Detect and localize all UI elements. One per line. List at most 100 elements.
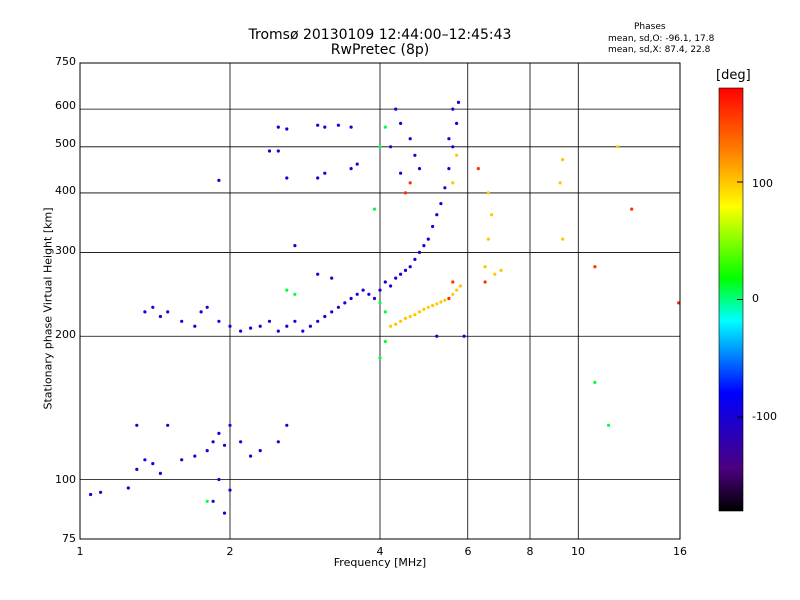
data-point bbox=[166, 310, 170, 314]
data-point bbox=[383, 125, 387, 129]
data-point bbox=[593, 380, 597, 384]
data-point bbox=[455, 153, 459, 157]
data-point bbox=[316, 272, 320, 276]
data-point bbox=[451, 280, 455, 284]
data-point bbox=[439, 300, 443, 304]
data-point bbox=[422, 244, 426, 248]
data-point bbox=[486, 237, 490, 241]
data-point bbox=[417, 250, 422, 254]
data-point bbox=[451, 292, 455, 296]
chart-subtitle: RwPretec (8p) bbox=[330, 42, 430, 58]
data-point bbox=[239, 329, 243, 333]
data-point bbox=[316, 176, 320, 180]
data-point bbox=[394, 276, 398, 280]
data-point bbox=[349, 296, 353, 301]
x-tick-label: 2 bbox=[226, 545, 234, 558]
colorbar-tick-label: 100 bbox=[752, 177, 773, 190]
data-point bbox=[323, 125, 327, 129]
data-point bbox=[389, 145, 393, 149]
data-point bbox=[135, 467, 139, 471]
data-point bbox=[217, 319, 221, 323]
data-point bbox=[561, 237, 565, 241]
gridlines bbox=[79, 62, 681, 540]
data-point bbox=[435, 213, 439, 217]
data-point bbox=[483, 265, 487, 269]
data-point bbox=[561, 158, 565, 162]
data-point bbox=[378, 288, 382, 292]
y-tick-label: 75 bbox=[62, 532, 76, 545]
data-point bbox=[447, 137, 451, 141]
data-point bbox=[355, 162, 359, 166]
data-point bbox=[399, 319, 403, 323]
data-point bbox=[343, 301, 347, 305]
data-point bbox=[211, 499, 215, 503]
plot-frame bbox=[79, 62, 681, 540]
data-point bbox=[193, 324, 197, 328]
data-point bbox=[630, 207, 634, 211]
data-point bbox=[349, 167, 353, 171]
data-point bbox=[408, 137, 412, 141]
data-point bbox=[301, 329, 305, 333]
data-point bbox=[308, 324, 312, 328]
data-point bbox=[276, 440, 280, 444]
data-point bbox=[394, 322, 398, 326]
data-point bbox=[285, 176, 289, 180]
data-point bbox=[330, 276, 334, 280]
data-point bbox=[451, 181, 455, 185]
data-point bbox=[205, 305, 209, 309]
data-point bbox=[451, 107, 455, 111]
data-point bbox=[490, 213, 494, 217]
data-point bbox=[593, 265, 597, 269]
data-point bbox=[285, 423, 289, 427]
data-point bbox=[222, 443, 227, 447]
data-point bbox=[323, 314, 327, 319]
data-point bbox=[143, 458, 147, 462]
x-tick-label: 16 bbox=[673, 545, 687, 558]
data-point bbox=[205, 449, 209, 453]
data-point bbox=[372, 207, 377, 211]
data-point bbox=[483, 280, 487, 284]
y-tick-label: 300 bbox=[55, 244, 76, 257]
data-point bbox=[276, 125, 280, 129]
legend-line-x: mean, sd,X: 87.4, 22.8 bbox=[608, 45, 711, 55]
legend-title: Phases bbox=[634, 22, 666, 32]
data-point bbox=[285, 324, 289, 328]
data-point bbox=[249, 454, 253, 458]
data-point bbox=[399, 171, 403, 175]
data-point bbox=[367, 292, 371, 296]
data-point bbox=[217, 477, 221, 482]
data-point bbox=[151, 462, 155, 466]
data-point bbox=[239, 440, 243, 444]
data-point bbox=[151, 305, 155, 309]
data-point bbox=[403, 191, 408, 195]
data-point bbox=[439, 202, 443, 206]
data-point bbox=[394, 107, 398, 111]
data-point bbox=[606, 423, 611, 427]
data-point bbox=[422, 307, 426, 311]
data-point bbox=[293, 244, 297, 248]
data-point bbox=[249, 326, 253, 330]
data-point bbox=[431, 224, 435, 229]
data-point bbox=[389, 324, 393, 328]
data-point bbox=[193, 454, 197, 458]
data-point bbox=[316, 319, 320, 323]
data-point bbox=[180, 319, 184, 323]
data-point bbox=[435, 334, 439, 338]
data-point bbox=[399, 121, 403, 125]
data-point bbox=[389, 284, 393, 288]
data-point bbox=[336, 305, 340, 309]
x-tick-label: 1 bbox=[76, 545, 84, 558]
data-point bbox=[267, 319, 272, 323]
colorbar-ticks bbox=[737, 181, 743, 418]
data-point bbox=[158, 471, 162, 475]
data-point bbox=[158, 314, 162, 319]
data-point bbox=[426, 237, 430, 241]
data-point bbox=[426, 305, 430, 309]
y-tick-label: 200 bbox=[55, 328, 76, 341]
data-point bbox=[143, 310, 147, 314]
data-point bbox=[89, 492, 93, 497]
y-tick-label: 100 bbox=[55, 473, 76, 486]
data-point bbox=[293, 319, 297, 323]
data-point bbox=[199, 310, 203, 314]
